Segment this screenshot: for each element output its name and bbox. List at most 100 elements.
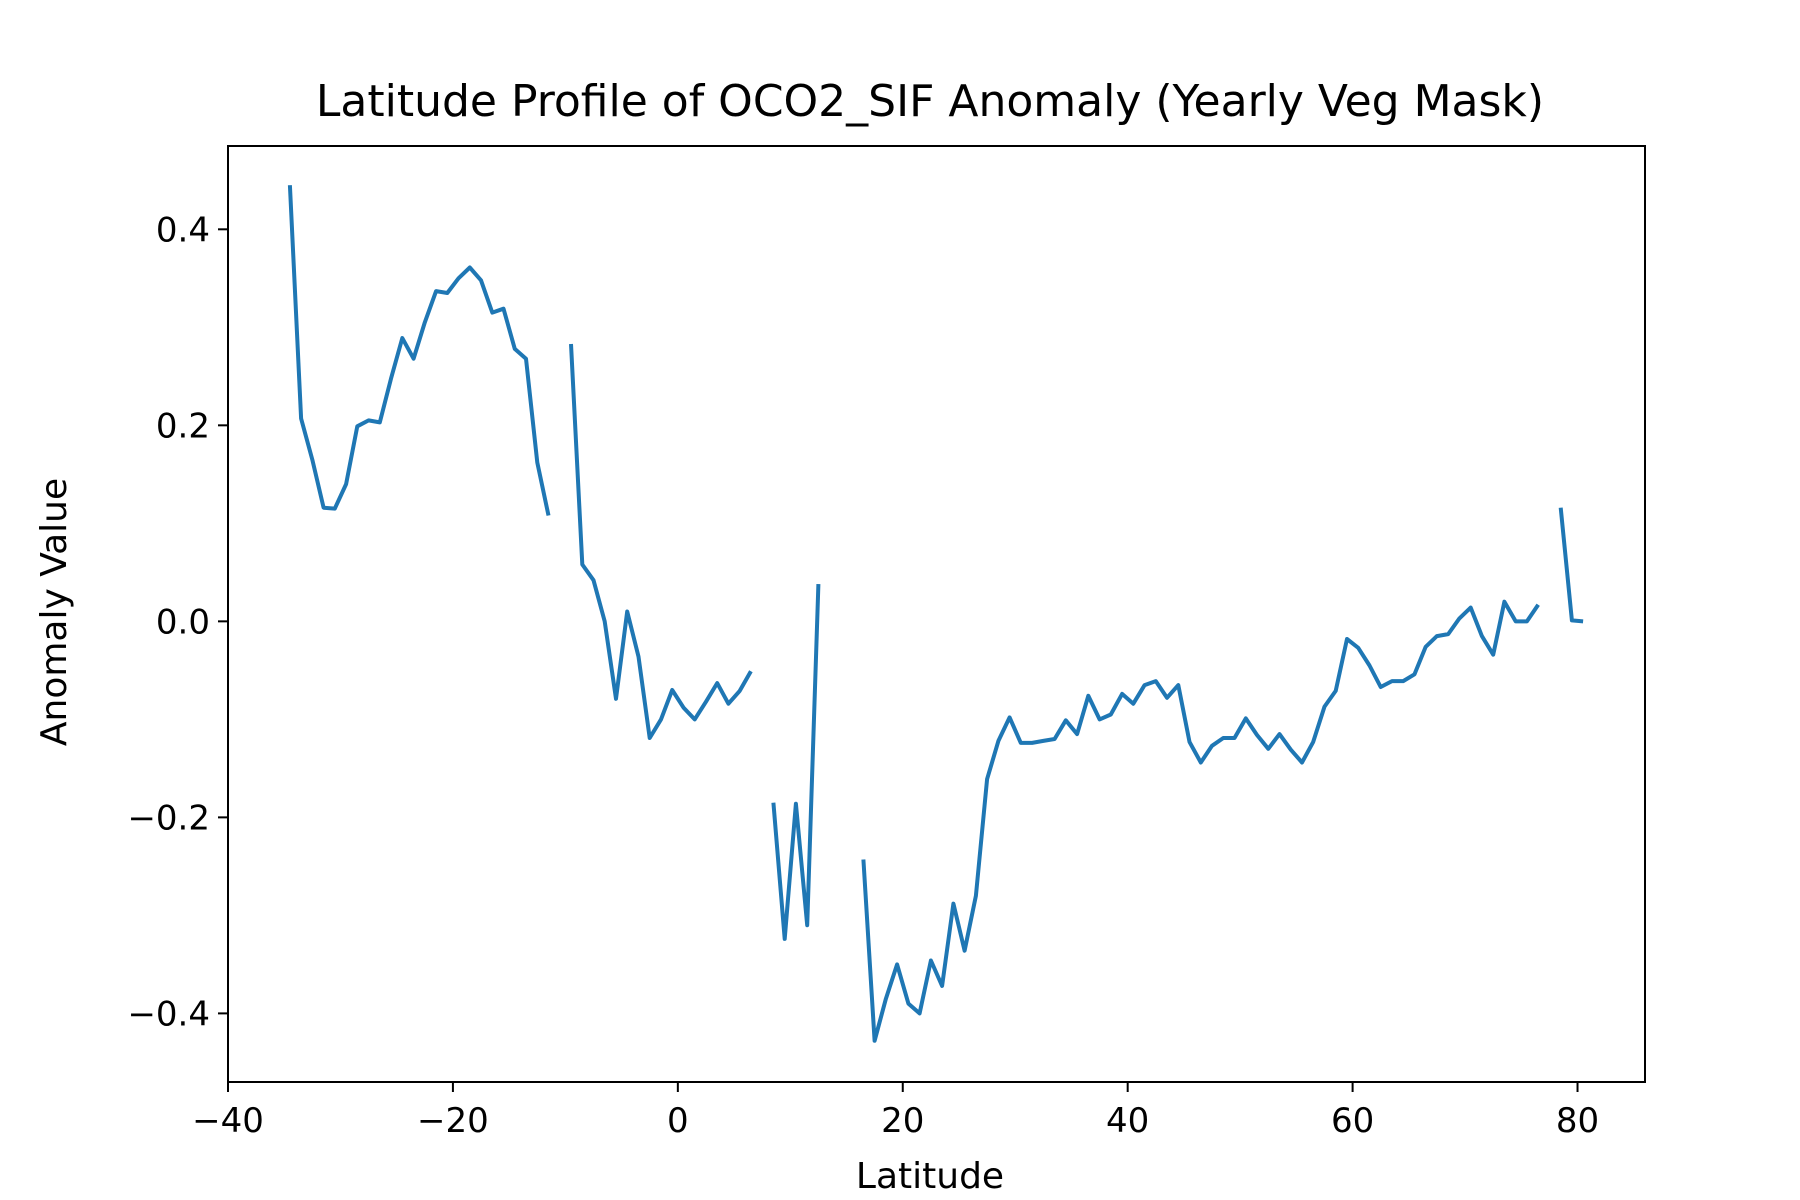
data-point (1109, 713, 1113, 717)
data-point (884, 997, 888, 1001)
data-point (1368, 664, 1372, 668)
y-tick-label: 0.2 (156, 406, 210, 446)
plot-frame (227, 145, 1646, 1083)
y-tick-label: −0.2 (127, 798, 210, 838)
x-axis-label: Latitude (856, 1156, 1004, 1197)
data-point (1446, 632, 1450, 636)
data-point (547, 514, 551, 518)
data-point (1413, 672, 1417, 676)
data-point (1491, 653, 1495, 657)
data-point (918, 1011, 922, 1015)
data-point (1244, 716, 1248, 720)
data-point (1536, 603, 1540, 607)
data-point (322, 506, 326, 510)
data-point (861, 858, 865, 862)
series-line-segment (771, 584, 821, 941)
series-line-segment (569, 343, 753, 740)
data-point (1143, 683, 1147, 687)
data-point (1581, 619, 1585, 623)
data-point (445, 291, 449, 295)
data-point (592, 578, 596, 582)
data-point (625, 610, 629, 614)
series-line-segment (287, 185, 551, 516)
data-point (1233, 736, 1237, 740)
series-line-segment (861, 599, 1540, 1043)
data-point (940, 984, 944, 988)
data-point (288, 183, 292, 187)
data-point (535, 461, 539, 465)
data-point (333, 507, 337, 511)
data-point (738, 689, 742, 693)
x-axis: −40 −20 0 20 40 60 80 (192, 1082, 1599, 1141)
data-point (704, 700, 708, 704)
data-point (1255, 733, 1259, 737)
x-tick-label: 60 (1331, 1101, 1374, 1141)
data-point (974, 894, 978, 898)
x-tick-label: −20 (417, 1101, 489, 1141)
data-point (1514, 619, 1518, 623)
data-point (895, 962, 899, 966)
data-point (906, 1002, 910, 1006)
data-point (355, 424, 359, 428)
data-point (1210, 744, 1214, 748)
data-point (490, 311, 494, 315)
data-point (479, 278, 483, 282)
y-tick-label: 0.0 (156, 602, 210, 642)
data-point (1064, 718, 1068, 722)
y-tick-label: 0.4 (156, 210, 210, 250)
data-point (1334, 689, 1338, 693)
y-tick-label: −0.4 (127, 994, 210, 1034)
data-point (637, 655, 641, 659)
data-point (1008, 715, 1012, 719)
data-point (1188, 740, 1192, 744)
data-point (783, 937, 787, 941)
data-point (794, 802, 798, 806)
data-point (951, 902, 955, 906)
data-point (1289, 748, 1293, 752)
chart-title: Latitude Profile of OCO2_SIF Anomaly (Ye… (316, 76, 1544, 127)
data-point (726, 702, 730, 706)
data-point (1502, 600, 1506, 604)
data-point (963, 949, 967, 953)
data-point (1041, 739, 1045, 743)
data-point (1457, 616, 1461, 620)
x-tick-label: 80 (1556, 1101, 1599, 1141)
y-axis: −0.4 −0.2 0.0 0.2 0.4 (127, 210, 228, 1034)
data-point (1030, 741, 1034, 745)
data-point (1120, 692, 1124, 696)
data-point (502, 307, 506, 311)
data-point (614, 697, 618, 701)
data-point (1525, 619, 1529, 623)
data-point (1221, 736, 1225, 740)
data-point (389, 376, 393, 380)
data-point (1176, 683, 1180, 687)
data-point (749, 669, 753, 673)
data-point (1311, 740, 1315, 744)
data-point (1435, 634, 1439, 638)
data-point (603, 619, 607, 623)
data-point (1424, 645, 1428, 649)
data-point (693, 717, 697, 721)
data-point (299, 417, 303, 421)
data-point (1401, 679, 1405, 683)
data-point (1323, 705, 1327, 709)
data-point (1379, 685, 1383, 689)
data-point (873, 1039, 877, 1043)
data-point (1390, 679, 1394, 683)
data-point (367, 418, 371, 422)
data-point (1559, 506, 1563, 510)
data-point (400, 336, 404, 340)
x-tick-label: 0 (667, 1101, 689, 1141)
series-line-segment (1558, 507, 1584, 624)
data-point (771, 801, 775, 805)
data-point (378, 420, 382, 424)
data-point (1098, 717, 1102, 721)
data-point (412, 357, 416, 361)
data-point (310, 458, 314, 462)
data-point (580, 563, 584, 567)
data-point (344, 482, 348, 486)
data-point (805, 923, 809, 927)
data-point (659, 717, 663, 721)
data-point (929, 959, 933, 963)
data-point (1075, 732, 1079, 736)
